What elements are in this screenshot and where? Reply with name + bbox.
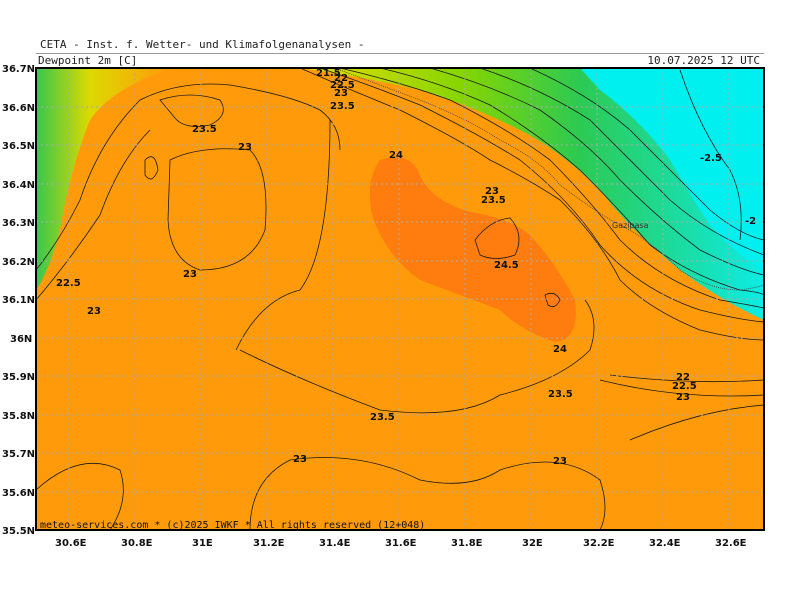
lat-label: 35.7N: [2, 449, 35, 460]
contour-lines: [36, 68, 764, 530]
lat-label: 36.1N: [2, 295, 35, 306]
contour-label: 23: [676, 392, 690, 403]
lon-label: 31.6E: [385, 538, 417, 549]
lon-label: 32E: [522, 538, 543, 549]
contour-label-group: 21.5 22 22.5 23 23.5 23 23.5 24 23 23.5 …: [56, 68, 756, 467]
header-rule: [36, 53, 764, 54]
contour-label: 23: [553, 456, 567, 467]
contour-label: 23: [293, 454, 307, 465]
map-frame: [35, 67, 765, 531]
contour-label: 23.5: [192, 124, 217, 135]
contour-label: 23: [87, 306, 101, 317]
high-dewpoint-area: [369, 157, 576, 342]
lon-label: 32.6E: [715, 538, 747, 549]
lat-label: 36.6N: [2, 103, 35, 114]
place-name-gazipasa: Gazipasa: [612, 221, 649, 230]
contour-label: 23: [183, 269, 197, 280]
lat-label: 36.2N: [2, 257, 35, 268]
lat-label: 35.8N: [2, 411, 35, 422]
institute-header: CETA - Inst. f. Wetter- und Klimafolgena…: [40, 38, 365, 51]
latitude-axis: 36.7N 36.6N 36.5N 36.4N 36.3N 36.2N 36.1…: [2, 64, 35, 537]
contour-label: 22: [676, 372, 690, 383]
valid-datetime: 10.07.2025 12 UTC: [647, 54, 760, 67]
contour-label: 23.5: [481, 195, 506, 206]
contour-label: 23.5: [370, 412, 395, 423]
contour-label: 22: [334, 73, 348, 84]
contour-label: 21.5: [316, 68, 341, 79]
lon-label: 31.8E: [451, 538, 483, 549]
lat-label: 36.5N: [2, 141, 35, 152]
map-title: Dewpoint 2m [C]: [38, 54, 138, 67]
lat-label: 36N: [10, 334, 32, 345]
lat-label: 36.7N: [2, 64, 35, 75]
contour-label: 23: [485, 186, 499, 197]
lon-label: 32.2E: [583, 538, 615, 549]
lat-label: 36.4N: [2, 180, 35, 191]
lon-label: 30.6E: [55, 538, 87, 549]
contour-label: 23: [334, 88, 348, 99]
contour-label: 23.5: [330, 101, 355, 112]
lon-label: 30.8E: [121, 538, 153, 549]
contour-label: 24: [553, 344, 567, 355]
lat-label: 35.5N: [2, 526, 35, 537]
lon-label: 31.4E: [319, 538, 351, 549]
lon-label: 31E: [192, 538, 213, 549]
contour-label: 23: [238, 142, 252, 153]
contour-label: 22.5: [330, 80, 355, 91]
lat-label: 35.9N: [2, 372, 35, 383]
contour-label: 24.5: [494, 260, 519, 271]
contour-label: 24: [389, 150, 403, 161]
longitude-axis: 30.6E 30.8E 31E 31.2E 31.4E 31.6E 31.8E …: [55, 538, 747, 549]
coastline: [339, 69, 764, 291]
lon-label: 32.4E: [649, 538, 681, 549]
lat-label: 35.6N: [2, 488, 35, 499]
contour-label: 22.5: [672, 381, 697, 392]
contour-label: 23.5: [548, 389, 573, 400]
lat-label: 36.3N: [2, 218, 35, 229]
graticule: [36, 68, 764, 530]
cyan-sea-zone: [580, 68, 764, 270]
contour-label: -2: [745, 216, 756, 227]
contour-label: 22.5: [56, 278, 81, 289]
copyright-credit: meteo-services.com * (c)2025 IWKF * All …: [40, 520, 425, 531]
lon-label: 31.2E: [253, 538, 285, 549]
contour-label: -2.5: [700, 153, 722, 164]
